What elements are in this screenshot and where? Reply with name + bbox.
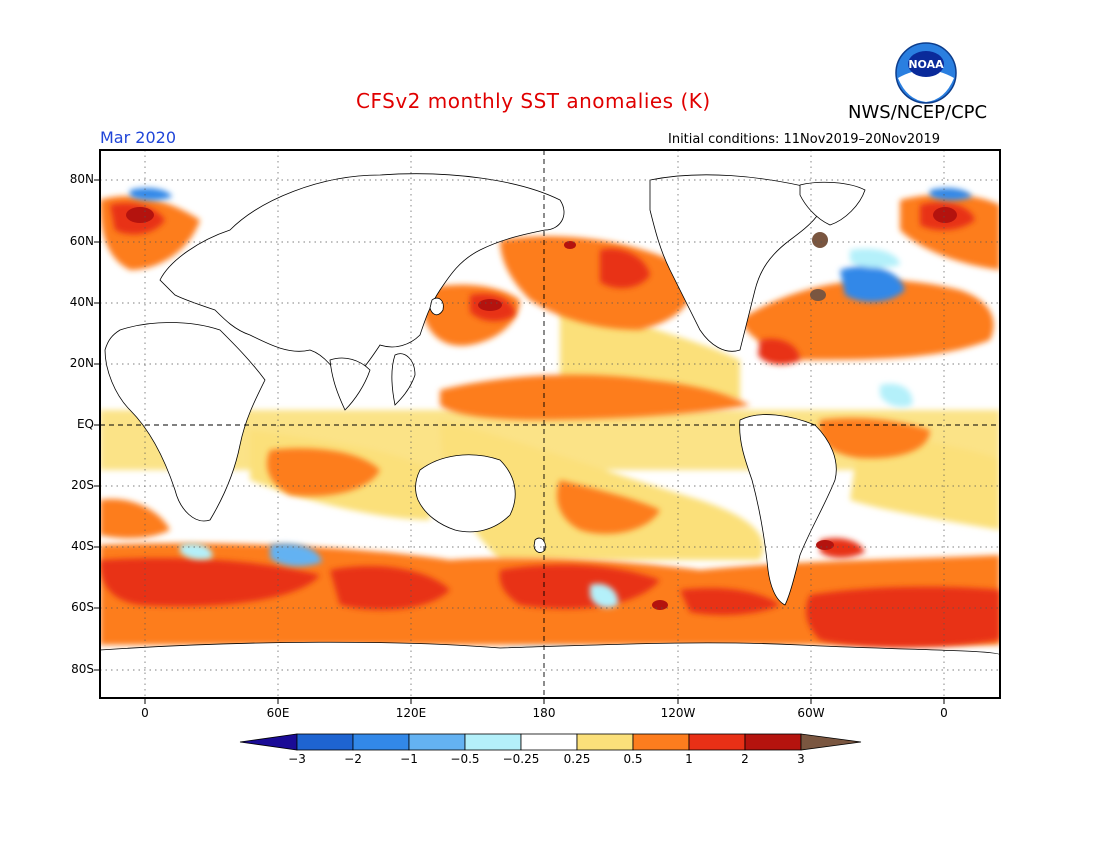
lat-tick-label: 20S xyxy=(71,478,94,492)
land xyxy=(100,173,1000,698)
colorbar-swatch xyxy=(688,733,746,751)
colorbar xyxy=(239,733,862,751)
graticule xyxy=(100,150,1000,698)
lat-tick-label: 80S xyxy=(71,662,94,676)
colorbar-swatch xyxy=(464,733,522,751)
axis-ticks xyxy=(94,179,945,704)
lat-tick-label: 20N xyxy=(69,356,94,370)
lat-tick-label: 60N xyxy=(69,234,94,248)
colorbar-swatch xyxy=(408,733,466,751)
colorbar-tick-label: 1 xyxy=(685,752,693,766)
lat-tick-label: 40S xyxy=(71,539,94,553)
lat-tick-label: 40N xyxy=(69,295,94,309)
colorbar-swatch xyxy=(632,733,690,751)
lat-tick-label: EQ xyxy=(76,417,94,431)
colorbar-tick-label: −0.25 xyxy=(502,752,540,766)
forecast-month-label: Mar 2020 xyxy=(100,128,176,147)
lon-tick-label: 60E xyxy=(266,706,290,720)
anomaly-field xyxy=(100,150,1000,698)
lat-tick-label: 80N xyxy=(69,172,94,186)
lon-tick-label: 120W xyxy=(660,706,696,720)
colorbar-arrow-high xyxy=(800,733,862,751)
chart-title: CFSv2 monthly SST anomalies (K) xyxy=(356,89,711,113)
colorbar-tick-label: −1 xyxy=(400,752,418,766)
colorbar-tick-label: −2 xyxy=(344,752,362,766)
colorbar-swatch xyxy=(576,733,634,751)
lon-tick-label: 0 xyxy=(940,706,948,720)
colorbar-arrow-low xyxy=(239,733,298,751)
lat-tick-label: 60S xyxy=(71,600,94,614)
colorbar-tick-label: 0.25 xyxy=(563,752,591,766)
center-lines xyxy=(100,150,1000,698)
colorbar-swatch xyxy=(744,733,802,751)
lon-tick-label: 0 xyxy=(141,706,149,720)
lon-tick-label: 120E xyxy=(395,706,427,720)
colorbar-tick-label: 2 xyxy=(741,752,749,766)
colorbar-swatch xyxy=(520,733,578,751)
colorbar-tick-label: −3 xyxy=(288,752,306,766)
initial-conditions-label: Initial conditions: 11Nov2019–20Nov2019 xyxy=(668,132,940,147)
map-frame xyxy=(99,149,1001,699)
noaa-logo-text: NOAA xyxy=(908,58,944,71)
agency-label: NWS/NCEP/CPC xyxy=(848,102,988,123)
colorbar-tick-label: 0.5 xyxy=(623,752,643,766)
noaa-logo: NOAA xyxy=(895,42,957,104)
colorbar-tick-label: −0.5 xyxy=(450,752,480,766)
colorbar-swatch xyxy=(352,733,410,751)
lon-tick-label: 60W xyxy=(797,706,825,720)
lon-tick-label: 180 xyxy=(532,706,556,720)
colorbar-swatch xyxy=(296,733,354,751)
colorbar-tick-label: 3 xyxy=(797,752,805,766)
